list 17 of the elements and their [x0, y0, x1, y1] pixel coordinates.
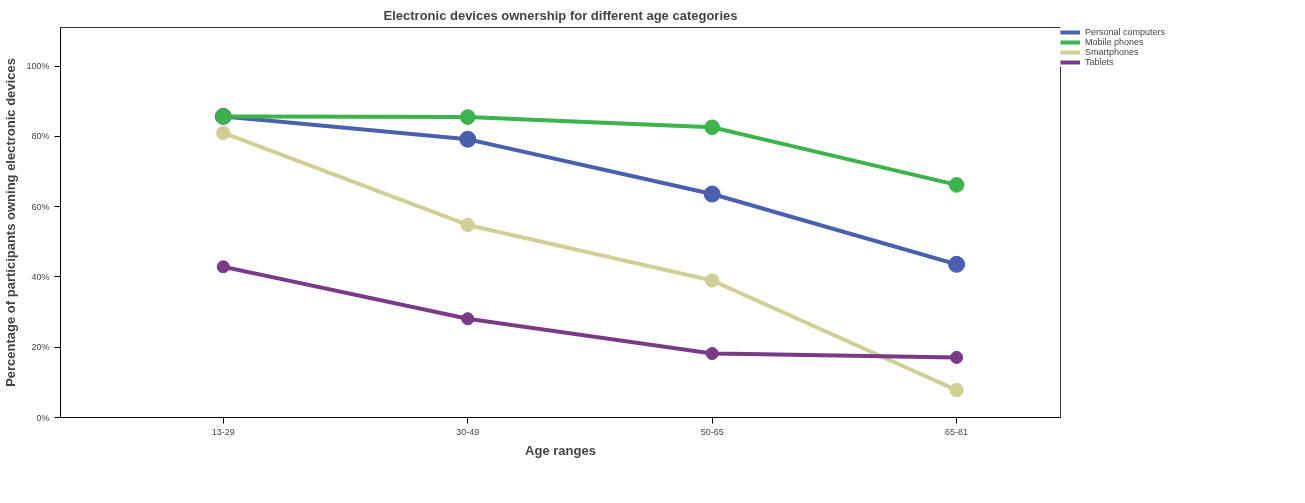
x-tick-label: 65-81 — [945, 426, 969, 437]
legend-label: Personal computers — [1085, 27, 1166, 37]
y-tick-label: 80% — [31, 131, 50, 142]
y-tick-label: 100% — [26, 61, 50, 72]
legend-label: Smartphones — [1085, 47, 1139, 57]
y-tick-label: 20% — [31, 342, 50, 353]
legend-label: Mobile phones — [1085, 37, 1144, 47]
y-axis-title: Percentage of participants owning electronic devices — [3, 58, 19, 387]
y-tick-label: 60% — [31, 201, 50, 212]
legend-label: Tablets — [1085, 57, 1114, 67]
x-tick-label: 30-49 — [456, 426, 480, 437]
y-tick-label: 40% — [31, 271, 50, 282]
x-axis-title: Age ranges — [525, 442, 596, 458]
y-tick-label: 0% — [36, 412, 50, 423]
chart-title: Electronic devices ownership for different age categories — [383, 7, 738, 23]
x-tick-label: 50-65 — [700, 426, 724, 437]
x-tick-label: 13-29 — [211, 426, 235, 437]
